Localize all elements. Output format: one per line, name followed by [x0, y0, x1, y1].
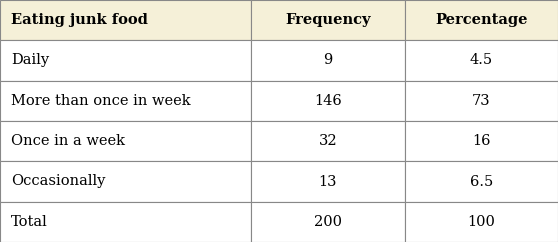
Text: 4.5: 4.5: [470, 53, 493, 68]
Bar: [405, 81, 558, 121]
Text: More than once in week: More than once in week: [11, 94, 191, 108]
Text: Frequency: Frequency: [285, 13, 371, 27]
Text: Total: Total: [11, 215, 48, 229]
Bar: [251, 40, 405, 81]
Text: 32: 32: [319, 134, 337, 148]
Text: 13: 13: [319, 174, 337, 189]
Bar: [405, 161, 558, 202]
Bar: [251, 81, 405, 121]
Bar: [405, 0, 558, 40]
Bar: [0, 40, 251, 81]
Text: 146: 146: [314, 94, 341, 108]
Text: 6.5: 6.5: [470, 174, 493, 189]
Text: Occasionally: Occasionally: [11, 174, 105, 189]
Bar: [0, 121, 251, 161]
Bar: [251, 202, 405, 242]
Bar: [251, 121, 405, 161]
Text: Eating junk food: Eating junk food: [11, 13, 148, 27]
Bar: [251, 0, 405, 40]
Bar: [405, 40, 558, 81]
Bar: [405, 121, 558, 161]
Bar: [0, 161, 251, 202]
Text: Once in a week: Once in a week: [11, 134, 125, 148]
Text: Daily: Daily: [11, 53, 49, 68]
Text: 200: 200: [314, 215, 342, 229]
Text: 9: 9: [323, 53, 333, 68]
Bar: [0, 81, 251, 121]
Bar: [0, 202, 251, 242]
Bar: [251, 161, 405, 202]
Text: 16: 16: [472, 134, 490, 148]
Text: 100: 100: [468, 215, 495, 229]
Bar: [405, 202, 558, 242]
Text: Percentage: Percentage: [435, 13, 527, 27]
Text: 73: 73: [472, 94, 490, 108]
Bar: [0, 0, 251, 40]
